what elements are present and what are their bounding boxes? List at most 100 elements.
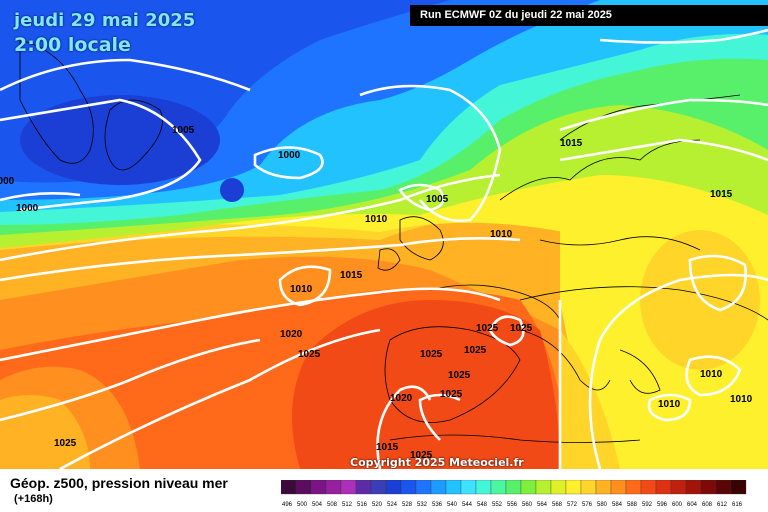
weather-map: 1005 1000 1000 1000 1005 1015 1015 1010 …: [0, 0, 768, 469]
legend-swatch: [595, 480, 612, 495]
legend-label: 560: [522, 502, 533, 508]
legend-label: 596: [657, 502, 668, 508]
isobar-label: 1025: [298, 349, 321, 360]
legend-swatch: [430, 480, 447, 495]
isobar-label: 1025: [476, 323, 499, 334]
legend-label: 508: [327, 502, 338, 508]
legend-label: 512: [342, 502, 353, 508]
isobar-label: 1015: [710, 189, 733, 200]
isobars: [0, 28, 768, 469]
legend-label: 572: [567, 502, 578, 508]
legend-label: 504: [312, 502, 323, 508]
legend-swatch: [340, 480, 357, 495]
legend-label: 616: [732, 502, 743, 508]
legend-swatch: [730, 480, 747, 495]
run-info-banner: Run ECMWF 0Z du jeudi 22 mai 2025: [410, 5, 768, 26]
isobar-label: 1000: [0, 176, 15, 187]
isobar-label: 1005: [426, 194, 449, 205]
legend-label: 524: [387, 502, 398, 508]
legend-label: 564: [537, 502, 548, 508]
lead-time-caption: (+168h): [14, 493, 53, 505]
legend-label: 584: [612, 502, 623, 508]
legend-swatch: [580, 480, 597, 495]
legend-swatch: [415, 480, 432, 495]
variable-caption: Géop. z500, pression niveau mer: [10, 475, 228, 491]
legend-swatch: [445, 480, 462, 495]
legend-swatch: [310, 480, 327, 495]
isobar-labels: 1005 1000 1000 1000 1005 1015 1015 1010 …: [0, 125, 753, 461]
isobar-label: 1025: [448, 370, 471, 381]
legend-label: 532: [417, 502, 428, 508]
legend-label: 580: [597, 502, 608, 508]
isobar-label: 1025: [464, 345, 487, 356]
legend-label: 528: [402, 502, 413, 508]
legend-label: 568: [552, 502, 563, 508]
legend-label: 604: [687, 502, 698, 508]
isobar-label: 1025: [440, 389, 463, 400]
legend-swatch: [385, 480, 402, 495]
legend-label: 544: [462, 502, 473, 508]
legend-label: 576: [582, 502, 593, 508]
legend-swatch: [325, 480, 342, 495]
isobar-label: 1025: [510, 323, 533, 334]
legend-swatch: [281, 480, 297, 495]
legend-swatch: [520, 480, 537, 495]
legend-swatch: [370, 480, 387, 495]
legend-label: 520: [372, 502, 383, 508]
legend-label: 592: [642, 502, 653, 508]
isobar-label: 1005: [172, 125, 195, 136]
isobar-label: 1025: [410, 450, 433, 461]
isobar-label: 1010: [658, 399, 681, 410]
legend-swatch: [715, 480, 732, 495]
isobar-label: 1015: [376, 442, 399, 453]
isobar-label: 1020: [280, 329, 303, 340]
legend-swatch: [610, 480, 627, 495]
legend-swatch: [535, 480, 552, 495]
legend-label: 588: [627, 502, 638, 508]
legend-swatch: [400, 480, 417, 495]
low-core: [20, 95, 220, 185]
legend-label: 536: [432, 502, 443, 508]
legend-label: 556: [507, 502, 518, 508]
legend-label: 516: [357, 502, 368, 508]
legend-label: 500: [297, 502, 308, 508]
color-scale-legend: 496 500 504 508 512 516 520 524 528 532 536 540 544 5…: [281, 480, 747, 508]
legend-swatch: [685, 480, 702, 495]
isobar-label: 1015: [340, 270, 363, 281]
legend-swatch: [655, 480, 672, 495]
isobar-label: 1010: [365, 214, 388, 225]
isobar-label: 1025: [54, 438, 77, 449]
legend-swatch: [550, 480, 567, 495]
legend-swatch: [460, 480, 477, 495]
legend-swatch: [640, 480, 657, 495]
legend-swatch: [490, 480, 507, 495]
legend-label: 548: [477, 502, 488, 508]
legend-label: 540: [447, 502, 458, 508]
isobar-label: 1010: [290, 284, 313, 295]
forecast-date: jeudi 29 mai 2025: [14, 10, 196, 31]
coastlines: [19, 39, 768, 443]
legend-label: 612: [717, 502, 728, 508]
legend-label: 552: [492, 502, 503, 508]
isobar-label: 1015: [560, 138, 583, 149]
isobar-label: 1020: [390, 393, 413, 404]
isobar-label: 1000: [16, 203, 39, 214]
copyright-notice: Copyright 2025 Meteociel.fr: [350, 456, 524, 469]
legend-swatch: [475, 480, 492, 495]
legend-label: 496: [282, 502, 293, 508]
legend-swatch: [700, 480, 717, 495]
legend-label: 600: [672, 502, 683, 508]
legend-swatch: [670, 480, 687, 495]
legend-swatch: [295, 480, 312, 495]
geopotential-band-ridge-red: [292, 300, 560, 469]
isobar-label: 1010: [730, 394, 753, 405]
forecast-time: 2:00 locale: [14, 34, 131, 56]
isobar-label: 1025: [420, 349, 443, 360]
legend-swatch: [565, 480, 582, 495]
legend-label: 608: [702, 502, 713, 508]
isobar-label: 1010: [490, 229, 513, 240]
legend-swatch: [625, 480, 642, 495]
legend-swatch: [355, 480, 372, 495]
legend-swatch: [505, 480, 522, 495]
